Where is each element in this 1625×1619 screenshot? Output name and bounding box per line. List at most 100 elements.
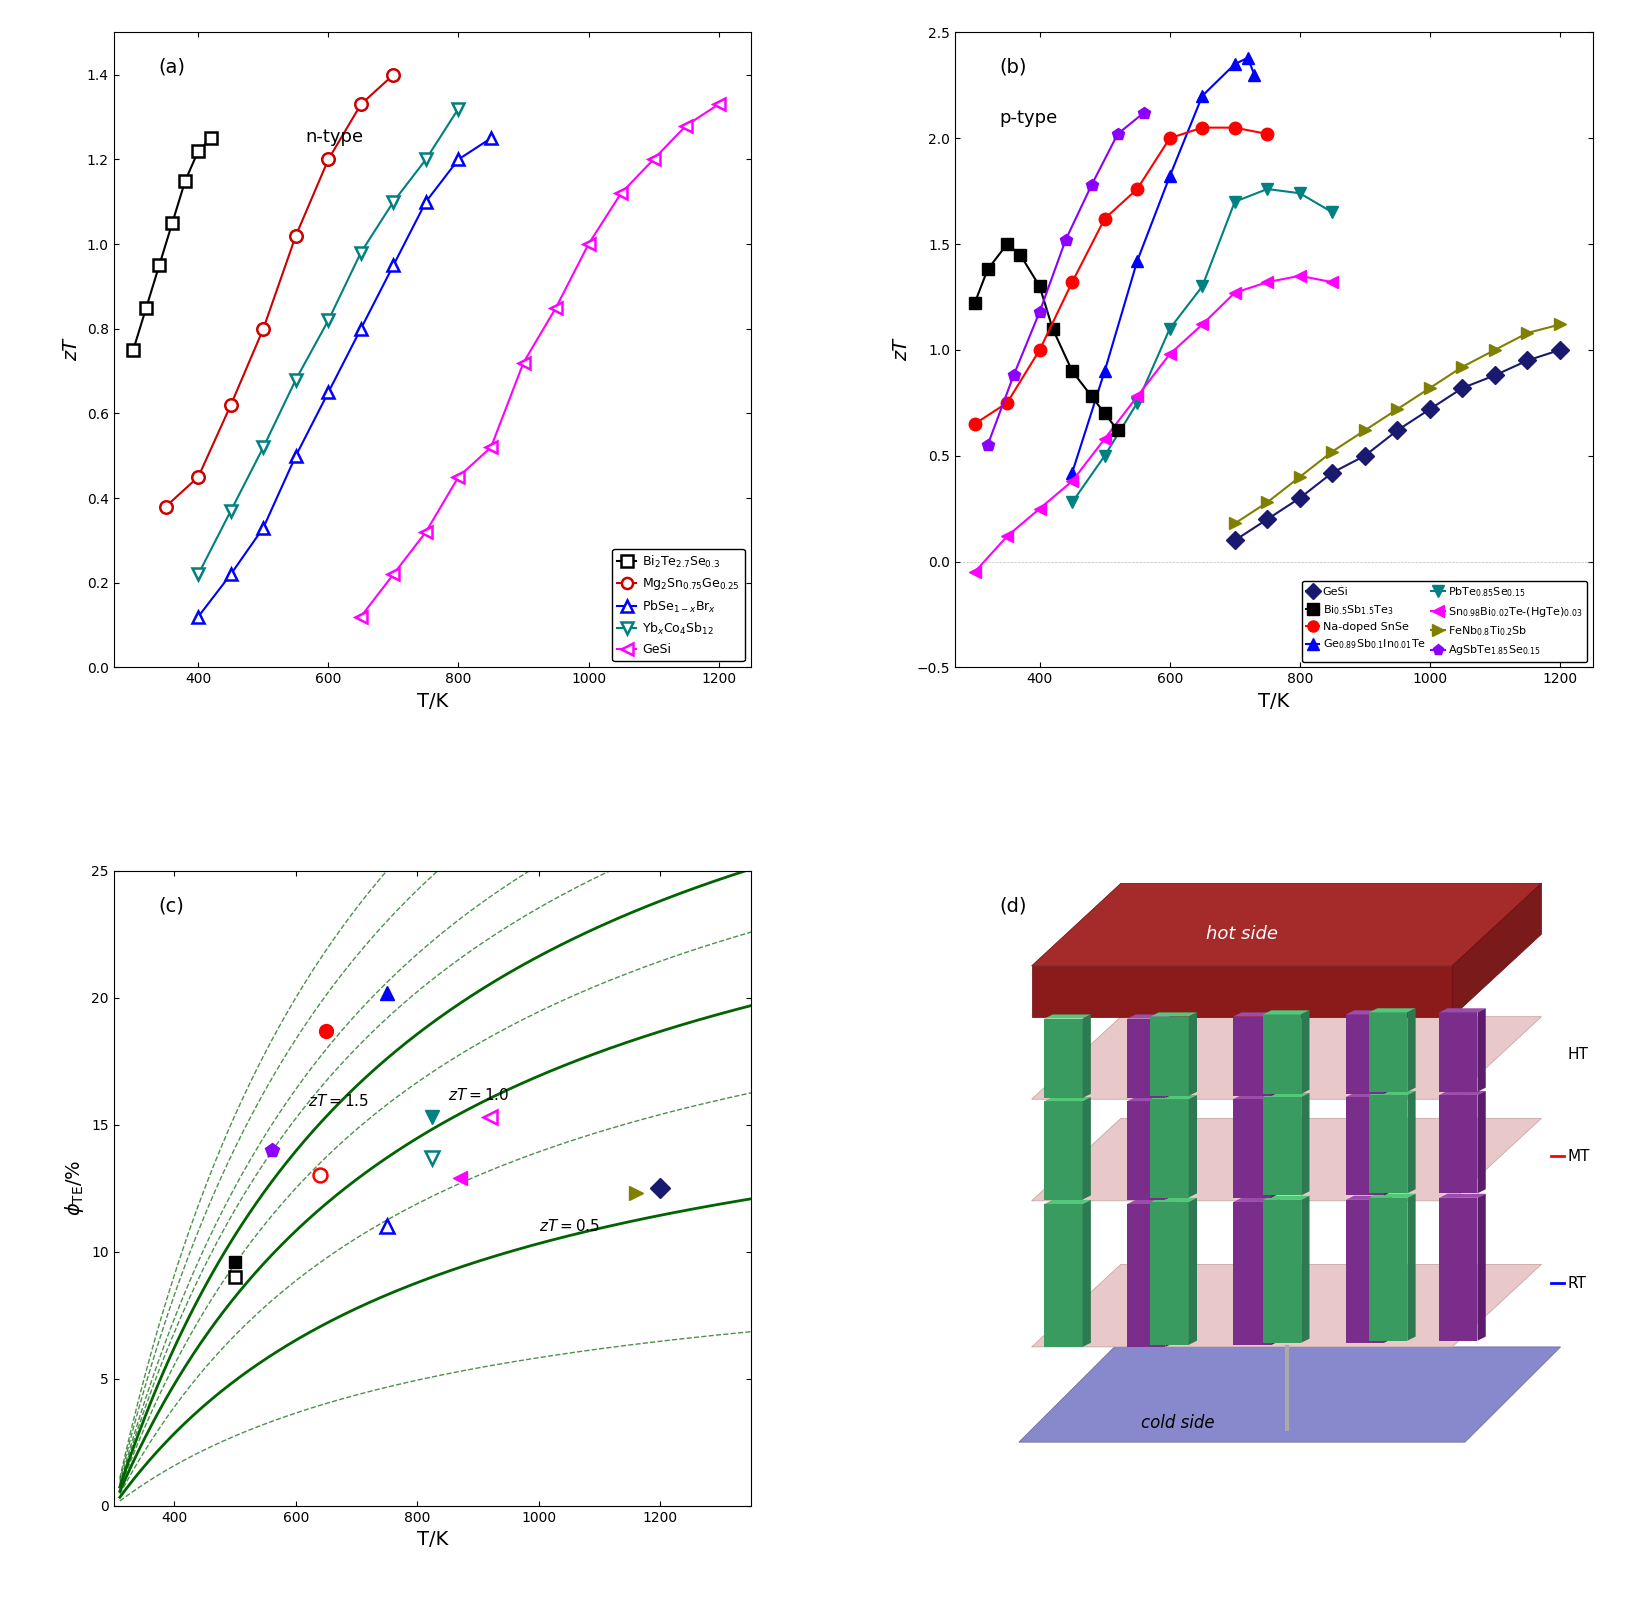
Legend: Bi$_2$Te$_{2.7}$Se$_{0.3}$, Mg$_2$Sn$_{0.75}$Ge$_{0.25}$, PbSe$_{1-x}$Br$_x$, Yb: Bi$_2$Te$_{2.7}$Se$_{0.3}$, Mg$_2$Sn$_{0… xyxy=(613,549,744,661)
PbSe$_{1-x}$Br$_x$ xyxy=(416,193,436,212)
Line: PbTe$_{0.85}$Se$_{0.15}$: PbTe$_{0.85}$Se$_{0.15}$ xyxy=(1066,183,1339,508)
Na-doped SnSe xyxy=(1095,209,1115,228)
Sn$_{0.98}$Bi$_{0.02}$Te-(HgTe)$_{0.03}$ xyxy=(1095,429,1115,448)
Bi$_{0.5}$Sb$_{1.5}$Te$_3$ xyxy=(1030,277,1050,296)
Polygon shape xyxy=(1233,1012,1280,1017)
Ge$_{0.89}$Sb$_{0.1}$In$_{0.01}$Te xyxy=(1225,55,1245,74)
Bi$_2$Te$_{2.7}$Se$_{0.3}$ xyxy=(176,172,195,191)
Polygon shape xyxy=(1233,1099,1272,1198)
Text: n-type: n-type xyxy=(306,128,362,146)
Polygon shape xyxy=(1045,1205,1082,1347)
Mg$_2$Sn$_{0.75}$Ge$_{0.25}$ xyxy=(188,468,208,487)
Polygon shape xyxy=(1150,1198,1198,1201)
Sn$_{0.98}$Bi$_{0.02}$Te-(HgTe)$_{0.03}$ xyxy=(1193,314,1212,334)
GeSi xyxy=(1388,421,1407,440)
GeSi xyxy=(481,437,500,457)
Polygon shape xyxy=(1263,1200,1302,1342)
PbTe$_{0.85}$Se$_{0.15}$ xyxy=(1225,193,1245,212)
Y-axis label: zT: zT xyxy=(892,338,912,361)
Mg$_2$Sn$_{0.75}$Ge$_{0.25}$ xyxy=(318,149,338,168)
Polygon shape xyxy=(1032,1017,1542,1099)
Bi$_{0.5}$Sb$_{1.5}$Te$_3$ xyxy=(965,293,985,312)
Legend: GeSi, Bi$_{0.5}$Sb$_{1.5}$Te$_3$, Na-doped SnSe, Ge$_{0.89}$Sb$_{0.1}$In$_{0.01}: GeSi, Bi$_{0.5}$Sb$_{1.5}$Te$_3$, Na-dop… xyxy=(1302,581,1588,662)
Yb$_x$Co$_4$Sb$_{12}$ xyxy=(318,311,338,330)
Sn$_{0.98}$Bi$_{0.02}$Te-(HgTe)$_{0.03}$ xyxy=(1290,266,1310,285)
Text: $zT=1.5$: $zT=1.5$ xyxy=(309,1093,369,1109)
Bi$_2$Te$_{2.7}$Se$_{0.3}$ xyxy=(188,141,208,160)
PbTe$_{0.85}$Se$_{0.15}$ xyxy=(1063,492,1082,512)
Sn$_{0.98}$Bi$_{0.02}$Te-(HgTe)$_{0.03}$ xyxy=(1128,387,1147,406)
X-axis label: T/K: T/K xyxy=(1258,691,1289,711)
Text: $zT=1.0$: $zT=1.0$ xyxy=(447,1086,509,1103)
FeNb$_{0.8}$Ti$_{0.2}$Sb xyxy=(1388,400,1407,419)
PbSe$_{1-x}$Br$_x$ xyxy=(384,256,403,275)
Polygon shape xyxy=(1370,1094,1407,1193)
Ge$_{0.89}$Sb$_{0.1}$In$_{0.01}$Te xyxy=(1160,167,1180,186)
Sn$_{0.98}$Bi$_{0.02}$Te-(HgTe)$_{0.03}$ xyxy=(1160,345,1180,364)
Ge$_{0.89}$Sb$_{0.1}$In$_{0.01}$Te xyxy=(1095,361,1115,380)
Bi$_{0.5}$Sb$_{1.5}$Te$_3$ xyxy=(1095,403,1115,423)
PbTe$_{0.85}$Se$_{0.15}$ xyxy=(1290,183,1310,202)
Polygon shape xyxy=(1272,1198,1280,1345)
Polygon shape xyxy=(1190,1198,1198,1345)
GeSi xyxy=(644,149,663,168)
X-axis label: T/K: T/K xyxy=(418,691,448,711)
Na-doped SnSe xyxy=(1030,340,1050,359)
Polygon shape xyxy=(1440,1091,1485,1094)
Polygon shape xyxy=(1440,1009,1485,1012)
Polygon shape xyxy=(1370,1009,1415,1012)
PbSe$_{1-x}$Br$_x$ xyxy=(221,565,240,584)
GeSi xyxy=(578,235,598,254)
FeNb$_{0.8}$Ti$_{0.2}$Sb xyxy=(1550,314,1570,334)
Polygon shape xyxy=(1407,1009,1415,1091)
Text: (d): (d) xyxy=(999,895,1027,915)
Mg$_2$Sn$_{0.75}$Ge$_{0.25}$ xyxy=(254,319,273,338)
Line: Ge$_{0.89}$Sb$_{0.1}$In$_{0.01}$Te: Ge$_{0.89}$Sb$_{0.1}$In$_{0.01}$Te xyxy=(1066,52,1261,479)
PbTe$_{0.85}$Se$_{0.15}$ xyxy=(1258,180,1277,199)
Polygon shape xyxy=(1150,1012,1198,1017)
Polygon shape xyxy=(1477,1193,1485,1341)
Yb$_x$Co$_4$Sb$_{12}$ xyxy=(351,243,370,262)
Yb$_x$Co$_4$Sb$_{12}$ xyxy=(384,193,403,212)
Na-doped SnSe xyxy=(965,414,985,434)
Line: GeSi: GeSi xyxy=(354,99,725,623)
Polygon shape xyxy=(1384,1093,1393,1195)
Polygon shape xyxy=(1150,1094,1198,1099)
PbSe$_{1-x}$Br$_x$ xyxy=(351,319,370,338)
Polygon shape xyxy=(1263,1015,1302,1094)
Polygon shape xyxy=(1263,1196,1310,1200)
GeSi xyxy=(1290,489,1310,508)
Polygon shape xyxy=(1019,1347,1560,1443)
Sn$_{0.98}$Bi$_{0.02}$Te-(HgTe)$_{0.03}$ xyxy=(998,526,1017,546)
GeSi xyxy=(1485,366,1505,385)
Bi$_{0.5}$Sb$_{1.5}$Te$_3$ xyxy=(1011,244,1030,264)
Yb$_x$Co$_4$Sb$_{12}$ xyxy=(416,149,436,168)
PbSe$_{1-x}$Br$_x$ xyxy=(318,382,338,402)
Polygon shape xyxy=(1233,1094,1280,1099)
Na-doped SnSe xyxy=(1128,180,1147,199)
Bi$_2$Te$_{2.7}$Se$_{0.3}$ xyxy=(162,214,182,233)
Polygon shape xyxy=(1346,1015,1384,1094)
Na-doped SnSe xyxy=(1160,128,1180,147)
Polygon shape xyxy=(1440,1198,1477,1341)
Text: cold side: cold side xyxy=(1141,1413,1216,1433)
FeNb$_{0.8}$Ti$_{0.2}$Sb xyxy=(1453,358,1472,377)
PbSe$_{1-x}$Br$_x$ xyxy=(449,149,468,168)
Polygon shape xyxy=(1263,1093,1310,1098)
Bi$_{0.5}$Sb$_{1.5}$Te$_3$ xyxy=(998,235,1017,254)
Y-axis label: zT: zT xyxy=(62,338,81,361)
Polygon shape xyxy=(1150,1017,1190,1096)
Polygon shape xyxy=(1346,1093,1393,1098)
Polygon shape xyxy=(1477,1091,1485,1193)
Sn$_{0.98}$Bi$_{0.02}$Te-(HgTe)$_{0.03}$ xyxy=(1225,283,1245,303)
AgSbTe$_{1.85}$Se$_{0.15}$ xyxy=(1004,366,1024,385)
Polygon shape xyxy=(1440,1012,1477,1091)
GeSi xyxy=(1323,463,1342,482)
Polygon shape xyxy=(1370,1198,1407,1341)
Sn$_{0.98}$Bi$_{0.02}$Te-(HgTe)$_{0.03}$ xyxy=(1063,471,1082,491)
PbSe$_{1-x}$Br$_x$ xyxy=(286,445,306,465)
GeSi xyxy=(514,353,533,372)
Sn$_{0.98}$Bi$_{0.02}$Te-(HgTe)$_{0.03}$ xyxy=(1030,499,1050,518)
FeNb$_{0.8}$Ti$_{0.2}$Sb xyxy=(1518,324,1537,343)
Text: (c): (c) xyxy=(158,895,184,915)
